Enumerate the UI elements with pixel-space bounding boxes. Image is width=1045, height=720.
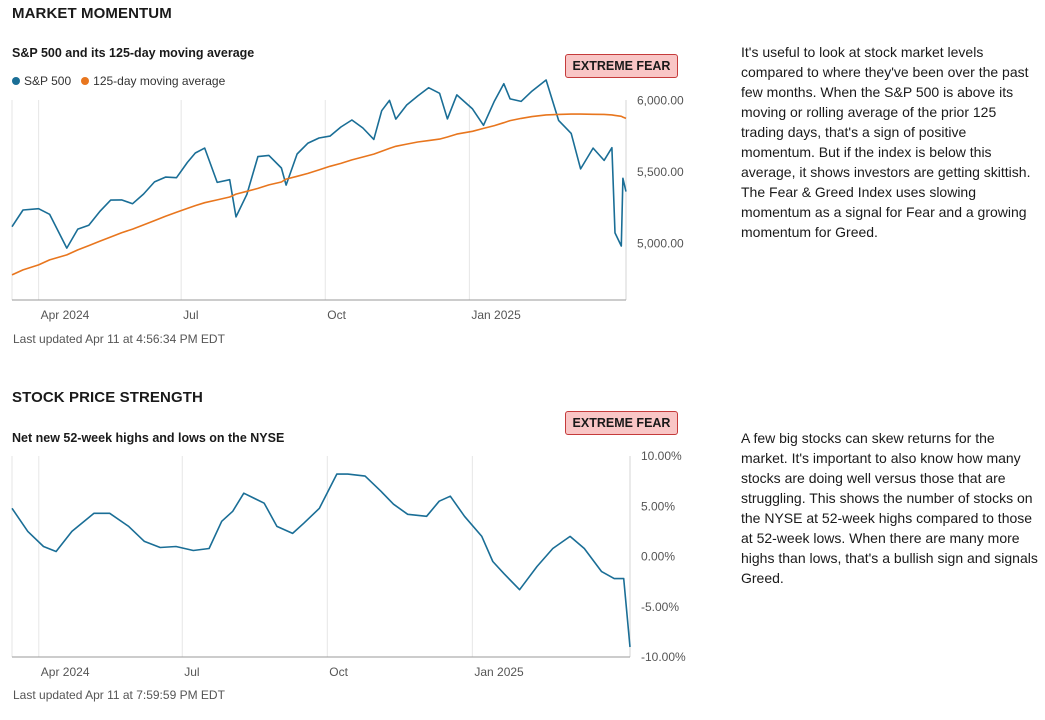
y-tick-label: 10.00%: [641, 449, 682, 463]
y-tick-label: -5.00%: [641, 600, 679, 614]
x-tick-label: Oct: [329, 665, 348, 679]
section-title-momentum: MARKET MOMENTUM: [12, 5, 172, 22]
legend-label-sp500: S&P 500: [24, 74, 72, 88]
x-tick-label: Jan 2025: [474, 665, 524, 679]
x-tick-label: Jul: [184, 665, 199, 679]
y-tick-label: -10.00%: [641, 650, 686, 664]
x-tick-label: Jan 2025: [471, 308, 521, 322]
x-tick-label: Jul: [183, 308, 198, 322]
last-updated-momentum: Last updated Apr 11 at 4:56:34 PM EDT: [13, 332, 225, 346]
chart-legend: S&P 500 125-day moving average: [12, 74, 235, 88]
last-updated-strength: Last updated Apr 11 at 7:59:59 PM EDT: [13, 688, 225, 702]
y-tick-label: 5,500.00: [637, 165, 684, 179]
series-line-0: [11, 473, 631, 648]
strength-chart[interactable]: Apr 2024 Jul Oct Jan 2025 10.00% 5.00% 0.00% -5…: [0, 0, 700, 720]
status-badge-momentum: EXTREME FEAR: [565, 54, 678, 78]
section-title-strength: STOCK PRICE STRENGTH: [12, 389, 203, 406]
legend-dot-moving-average: [81, 77, 90, 85]
y-tick-label: 5,000.00: [637, 236, 684, 250]
legend-dot-sp500: [12, 77, 20, 85]
legend-item-moving-average[interactable]: 125-day moving average: [81, 74, 225, 88]
y-tick-label: 6,000.00: [637, 94, 684, 108]
strength-description: A few big stocks can skew returns for th…: [741, 430, 1038, 586]
momentum-description: It's useful to look at stock market leve…: [741, 44, 1031, 240]
legend-item-sp500[interactable]: S&P 500: [12, 74, 71, 88]
series-line-1: [11, 113, 627, 276]
x-tick-label: Apr 2024: [41, 665, 90, 679]
legend-label-moving-average: 125-day moving average: [93, 74, 226, 88]
chart-title-strength: Net new 52-week highs and lows on the NY…: [12, 431, 285, 445]
x-tick-label: Oct: [327, 308, 346, 322]
momentum-chart[interactable]: Apr 2024 Jul Oct Jan 2025 5,000.00 5,500.00 6,…: [0, 0, 700, 330]
status-badge-strength: EXTREME FEAR: [565, 411, 678, 435]
x-tick-label: Apr 2024: [41, 308, 90, 322]
y-tick-label: 5.00%: [641, 499, 675, 513]
series-line-0: [11, 79, 627, 249]
chart-title-momentum: S&P 500 and its 125-day moving average: [12, 46, 255, 60]
y-tick-label: 0.00%: [641, 550, 675, 564]
